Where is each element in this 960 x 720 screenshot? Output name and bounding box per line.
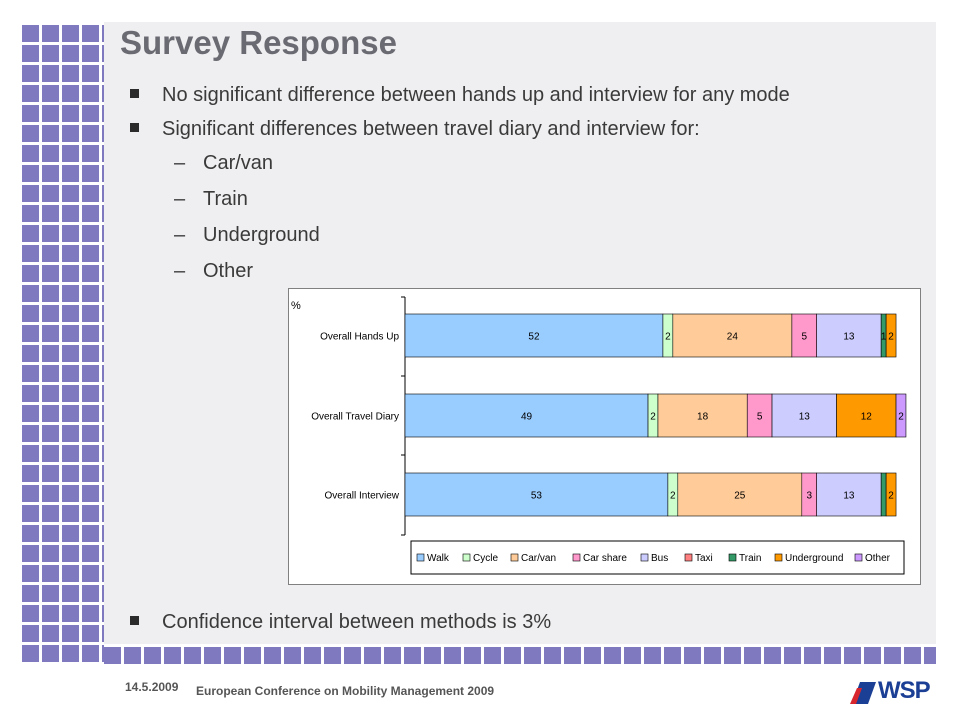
- legend-label: Train: [739, 553, 761, 564]
- decorative-grid-bottom: [104, 644, 936, 664]
- data-label: 12: [861, 412, 873, 423]
- legend-swatch: [774, 553, 783, 562]
- category-tick-label: Overall Travel Diary: [311, 412, 399, 423]
- data-label: 2: [650, 412, 656, 423]
- legend-label: Car share: [583, 553, 627, 564]
- data-label: 2: [665, 332, 671, 343]
- bullet-item: Significant differences between travel d…: [130, 118, 890, 140]
- data-label: 24: [727, 332, 739, 343]
- sub-bullet-text: Underground: [203, 224, 320, 246]
- legend-swatch: [684, 553, 693, 562]
- bar-segment: [404, 313, 664, 358]
- legend-swatch: [462, 553, 471, 562]
- wsp-logo-mark-icon: [850, 682, 876, 704]
- dash-bullet-icon: –: [174, 224, 186, 246]
- sub-bullet-item: – Train: [130, 188, 890, 210]
- stacked-bar-chart: % Overall Hands Up 52 2 24 5 13 1 2 Overall Trave…: [288, 288, 921, 585]
- logo-text: WSP: [878, 677, 931, 704]
- bullet-text: Confidence interval between methods is 3…: [162, 611, 552, 633]
- data-label: 13: [843, 332, 855, 343]
- data-label: 13: [843, 491, 855, 502]
- legend-swatch: [640, 553, 649, 562]
- bullet-text: Significant differences between travel d…: [162, 118, 700, 140]
- data-label: 2: [888, 491, 894, 502]
- square-bullet-icon: [130, 123, 139, 132]
- data-label: 13: [799, 412, 811, 423]
- bar-segment: [404, 472, 669, 517]
- dash-bullet-icon: –: [174, 152, 186, 174]
- bullet-text: No significant difference between hands …: [162, 84, 790, 106]
- y-axis-unit-label: %: [291, 300, 301, 312]
- data-label: 52: [528, 332, 540, 343]
- sub-bullet-text: Train: [203, 188, 248, 210]
- square-bullet-icon: [130, 89, 139, 98]
- bullet-item: Confidence interval between methods is 3…: [130, 611, 551, 633]
- bar-segment: [771, 393, 837, 438]
- data-label: 2: [670, 491, 676, 502]
- data-label: 2: [888, 332, 894, 343]
- dash-bullet-icon: –: [174, 260, 186, 282]
- legend-label: Taxi: [695, 553, 713, 564]
- legend-label: Car/van: [521, 553, 556, 564]
- sub-bullet-item: – Underground: [130, 224, 890, 246]
- legend-label: Cycle: [473, 553, 498, 564]
- legend-swatch: [854, 553, 863, 562]
- wsp-logo: WSP: [848, 676, 938, 708]
- data-label: 25: [734, 491, 746, 502]
- data-label: 5: [757, 412, 763, 423]
- bar-segment: [816, 313, 882, 358]
- data-label: 5: [801, 332, 807, 343]
- category-tick-label: Overall Hands Up: [320, 332, 399, 343]
- sub-bullet-item: – Car/van: [130, 152, 890, 174]
- footer-conference: European Conference on Mobility Manageme…: [196, 684, 495, 698]
- decorative-grid-left: [22, 22, 104, 664]
- bar-segment: [746, 393, 773, 438]
- legend-swatch: [572, 553, 581, 562]
- dash-bullet-icon: –: [174, 188, 186, 210]
- bullet-item: No significant difference between hands …: [130, 84, 890, 106]
- sub-bullet-text: Other: [203, 260, 254, 282]
- bar-segment: [880, 472, 887, 517]
- sub-bullet-item: – Other: [130, 260, 890, 282]
- legend-label: Walk: [427, 553, 450, 564]
- bar-segment: [677, 472, 803, 517]
- bar-segment: [885, 472, 897, 517]
- data-label: 1: [881, 332, 887, 343]
- legend-swatch: [510, 553, 519, 562]
- legend-label: Other: [865, 553, 891, 564]
- legend-swatch: [416, 553, 425, 562]
- data-label: 18: [697, 412, 709, 423]
- footer-date: 14.5.2009: [125, 680, 179, 694]
- category-tick-label: Overall Interview: [325, 491, 400, 502]
- data-label: 3: [806, 491, 812, 502]
- legend-label: Bus: [651, 553, 668, 564]
- bar-segment: [836, 393, 897, 438]
- bar-segment: [895, 393, 907, 438]
- bar-segment: [657, 393, 748, 438]
- bar-segment: [885, 313, 897, 358]
- bar-segment: [404, 393, 649, 438]
- legend-box: [410, 540, 905, 575]
- legend-swatch: [728, 553, 737, 562]
- data-label: 49: [521, 412, 533, 423]
- bullet-list: No significant difference between hands …: [130, 84, 890, 296]
- slide-title: Survey Response: [120, 24, 397, 61]
- legend-label: Underground: [785, 553, 843, 564]
- data-label: 53: [531, 491, 543, 502]
- data-label: 2: [898, 412, 904, 423]
- square-bullet-icon: [130, 616, 139, 625]
- sub-bullet-text: Car/van: [203, 152, 274, 174]
- bar-segment: [816, 472, 882, 517]
